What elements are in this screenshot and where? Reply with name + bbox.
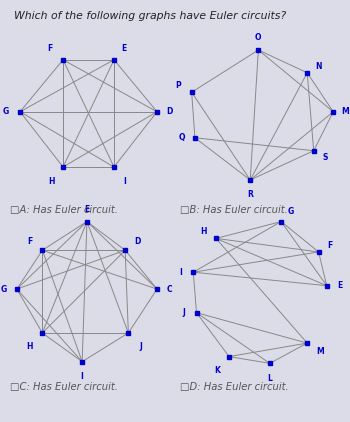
Text: F: F [48,44,53,53]
Text: □A: Has Euler circuit.: □A: Has Euler circuit. [10,205,118,215]
Text: H: H [49,177,55,186]
Text: M: M [341,107,349,116]
Text: Q: Q [178,133,185,142]
Text: C: C [167,284,173,294]
Text: □B: Has Euler circuit.: □B: Has Euler circuit. [180,205,288,215]
Text: O: O [255,32,261,41]
Text: K: K [215,365,220,375]
Text: H: H [26,342,33,351]
Text: G: G [2,107,9,116]
Text: M: M [316,347,324,356]
Text: □D: Has Euler circuit.: □D: Has Euler circuit. [180,382,289,392]
Text: D: D [167,107,173,116]
Text: F: F [327,241,332,250]
Text: □C: Has Euler circuit.: □C: Has Euler circuit. [10,382,118,392]
Text: E: E [337,281,342,290]
Text: J: J [182,308,185,317]
Text: S: S [322,153,328,162]
Text: R: R [247,190,253,199]
Text: H: H [200,227,206,236]
Text: I: I [81,372,84,381]
Text: D: D [135,237,141,246]
Text: I: I [124,177,127,186]
Text: J: J [140,342,142,351]
Text: P: P [176,81,182,90]
Text: E: E [121,44,126,53]
Text: N: N [315,62,322,71]
Text: G: G [288,207,294,216]
Text: G: G [1,284,7,294]
Text: I: I [179,268,182,277]
Text: Which of the following graphs have Euler circuits?: Which of the following graphs have Euler… [14,11,286,21]
Text: F: F [27,237,32,246]
Text: L: L [267,374,272,383]
Text: E: E [84,205,90,214]
